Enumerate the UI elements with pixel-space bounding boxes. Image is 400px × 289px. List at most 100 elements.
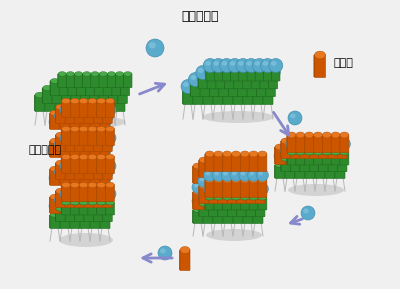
Ellipse shape — [207, 189, 219, 201]
FancyBboxPatch shape — [319, 158, 328, 172]
Ellipse shape — [246, 202, 256, 206]
Ellipse shape — [79, 154, 88, 160]
Ellipse shape — [100, 213, 110, 217]
Ellipse shape — [193, 163, 203, 169]
Ellipse shape — [287, 151, 296, 155]
Ellipse shape — [103, 196, 108, 200]
FancyBboxPatch shape — [222, 198, 224, 210]
FancyBboxPatch shape — [74, 209, 76, 221]
Ellipse shape — [65, 207, 74, 211]
FancyBboxPatch shape — [256, 82, 266, 97]
Ellipse shape — [70, 194, 80, 200]
Ellipse shape — [254, 73, 268, 86]
FancyBboxPatch shape — [60, 197, 70, 214]
FancyBboxPatch shape — [242, 166, 244, 183]
Ellipse shape — [90, 213, 100, 217]
FancyBboxPatch shape — [208, 203, 218, 217]
FancyBboxPatch shape — [93, 163, 94, 179]
FancyBboxPatch shape — [226, 204, 228, 216]
FancyBboxPatch shape — [208, 186, 209, 203]
FancyBboxPatch shape — [281, 140, 290, 158]
Ellipse shape — [258, 196, 267, 200]
FancyBboxPatch shape — [90, 112, 100, 129]
Ellipse shape — [334, 150, 346, 162]
Ellipse shape — [213, 208, 223, 212]
Ellipse shape — [315, 144, 325, 150]
Ellipse shape — [95, 132, 107, 144]
Ellipse shape — [60, 213, 70, 217]
FancyBboxPatch shape — [249, 179, 258, 197]
Ellipse shape — [84, 168, 89, 172]
Ellipse shape — [211, 58, 226, 73]
FancyBboxPatch shape — [214, 68, 222, 81]
FancyBboxPatch shape — [199, 160, 208, 177]
Ellipse shape — [312, 138, 324, 150]
FancyBboxPatch shape — [62, 157, 70, 173]
Ellipse shape — [118, 85, 127, 91]
FancyBboxPatch shape — [115, 74, 116, 87]
Ellipse shape — [56, 196, 61, 200]
FancyBboxPatch shape — [223, 153, 232, 171]
Ellipse shape — [252, 181, 264, 193]
Ellipse shape — [208, 202, 218, 206]
Ellipse shape — [94, 79, 103, 84]
FancyBboxPatch shape — [74, 95, 76, 111]
Ellipse shape — [256, 75, 262, 80]
Ellipse shape — [207, 175, 219, 187]
Ellipse shape — [79, 126, 88, 132]
Ellipse shape — [92, 138, 104, 150]
Ellipse shape — [97, 126, 106, 132]
FancyBboxPatch shape — [286, 153, 288, 164]
FancyBboxPatch shape — [231, 154, 232, 171]
FancyBboxPatch shape — [90, 214, 100, 229]
FancyBboxPatch shape — [263, 90, 273, 105]
Ellipse shape — [88, 154, 97, 160]
Ellipse shape — [94, 104, 103, 110]
Ellipse shape — [286, 138, 298, 150]
FancyBboxPatch shape — [79, 113, 81, 129]
Ellipse shape — [149, 42, 156, 49]
FancyBboxPatch shape — [74, 208, 84, 222]
Ellipse shape — [245, 73, 259, 86]
Ellipse shape — [340, 132, 349, 138]
Ellipse shape — [314, 132, 322, 138]
Ellipse shape — [227, 157, 237, 163]
FancyBboxPatch shape — [256, 203, 265, 217]
FancyBboxPatch shape — [78, 129, 80, 145]
FancyBboxPatch shape — [209, 83, 210, 96]
FancyBboxPatch shape — [60, 168, 70, 186]
Ellipse shape — [62, 126, 70, 132]
FancyBboxPatch shape — [97, 184, 106, 201]
FancyBboxPatch shape — [34, 95, 36, 111]
Ellipse shape — [203, 208, 213, 212]
Ellipse shape — [102, 110, 114, 122]
Ellipse shape — [243, 163, 253, 169]
FancyBboxPatch shape — [79, 184, 88, 201]
Ellipse shape — [56, 104, 65, 110]
Ellipse shape — [223, 171, 228, 175]
FancyBboxPatch shape — [108, 88, 109, 103]
Ellipse shape — [60, 104, 72, 116]
FancyBboxPatch shape — [204, 180, 206, 197]
Ellipse shape — [69, 144, 81, 156]
Ellipse shape — [305, 144, 315, 150]
Ellipse shape — [225, 74, 234, 78]
FancyBboxPatch shape — [315, 147, 325, 164]
FancyBboxPatch shape — [295, 164, 305, 179]
Ellipse shape — [69, 172, 81, 184]
FancyBboxPatch shape — [117, 88, 119, 103]
Ellipse shape — [314, 150, 326, 162]
Ellipse shape — [234, 183, 238, 188]
FancyBboxPatch shape — [59, 169, 61, 185]
FancyBboxPatch shape — [192, 166, 194, 183]
FancyBboxPatch shape — [328, 140, 338, 158]
FancyBboxPatch shape — [208, 186, 218, 203]
Ellipse shape — [237, 183, 246, 189]
Ellipse shape — [338, 138, 347, 144]
Ellipse shape — [78, 132, 90, 144]
Ellipse shape — [240, 196, 249, 200]
Ellipse shape — [99, 172, 111, 184]
FancyBboxPatch shape — [54, 95, 56, 111]
Ellipse shape — [251, 79, 265, 94]
FancyBboxPatch shape — [274, 147, 276, 164]
